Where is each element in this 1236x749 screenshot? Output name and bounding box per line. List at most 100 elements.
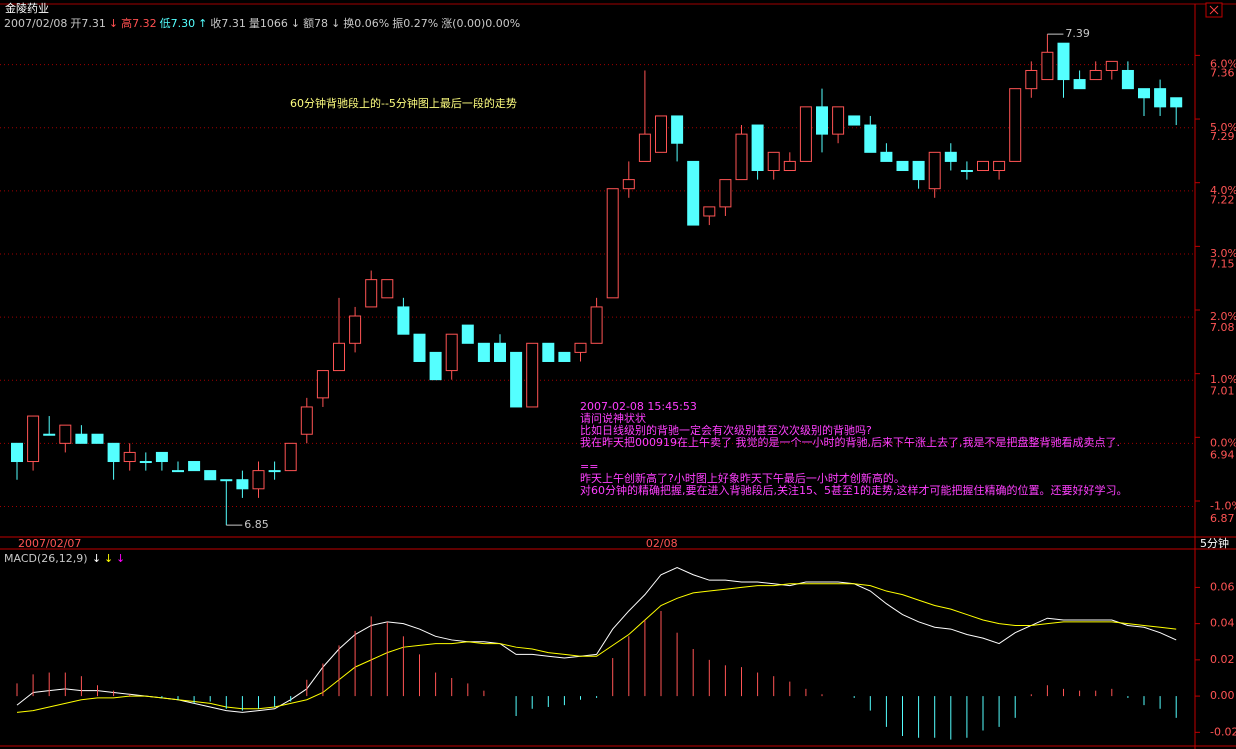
candle-body [960,170,973,173]
candle-body [268,470,281,473]
candle-body [155,451,168,463]
candle-body [606,188,619,299]
candle-body [1138,88,1150,99]
candle-body [510,351,523,408]
info-item: 量1066 [248,17,288,30]
candle-body [1105,60,1118,71]
candle-body [1057,42,1070,81]
candle-body [413,333,426,362]
info-item: 2007/02/08 [4,17,68,30]
candle-body [316,370,329,399]
candle-body [848,115,861,126]
candle-body [477,342,490,362]
y2-tick-label: 3.0% [1210,247,1236,260]
candle-body [896,160,909,172]
comment-line: 我在昨天把000919在上午卖了 我觉的是一个一小时的背驰,后来下午涨上去了,我… [580,435,1120,449]
candle-body [944,151,957,162]
close-button[interactable] [1205,2,1223,18]
candle-body [590,306,603,344]
y-tick-label: 7.22 [1210,194,1235,207]
candle-body [236,479,249,490]
candle-body [912,160,925,181]
comment-line: 请问说神状状 [580,411,646,425]
y-tick-label: -0.02 [1210,725,1236,738]
y-tick-label: 7.36 [1210,66,1235,79]
indicator-label: MACD(26,12,9) [4,552,88,565]
x-tick-label: 2007/02/07 [18,537,81,550]
candle-body [558,351,571,362]
info-item: 收7.31 [210,17,246,30]
annotation: 60分钟背驰段上的--5分钟图上最后一段的走势 [290,96,517,110]
candle-body [783,160,796,172]
macd-line [16,566,1177,713]
candle-body [832,106,845,135]
candle-body [655,115,667,153]
candle-body [799,106,812,162]
info-item: 换0.06% [343,17,390,30]
candle-body [622,179,635,190]
candle-body [735,133,748,181]
y-tick-label: 7.08 [1210,321,1235,334]
candle-body [767,151,780,172]
candle-body [381,279,394,299]
macd-line [16,583,1177,713]
y2-tick-label: 5.0% [1210,121,1236,134]
stock-name: 金陵药业 [5,1,49,15]
candle-body [719,179,732,208]
info-item: ↓ [108,17,119,30]
candle-body [880,151,893,162]
legend-symbol: ↓ [104,552,113,565]
extreme-label: 6.85 [244,518,268,531]
candle-body [864,124,877,153]
candle-body [349,315,362,344]
info-item: ↓ [331,17,341,30]
info-item: 低7.30 [159,17,196,30]
candle-body [59,424,72,444]
info-item: 涨(0.00)0.00% [441,17,521,30]
candle-body [397,306,410,335]
comment-line: 对60分钟的精确把握,要在进入背驰段后,关注15、5甚至1的走势,这样才可能把握… [580,483,1127,497]
y-tick-label: 6.87 [1210,512,1235,525]
candle-body [928,151,941,190]
y-tick-label: 0.00 [1210,689,1235,702]
candle-body [252,470,265,490]
period: 5分钟 [1200,536,1229,550]
comment-line: == [580,460,598,473]
candle-body [494,342,506,362]
candle-body [204,470,217,481]
y-tick-label: 0.02 [1210,653,1235,666]
candle-body [1041,51,1054,81]
candle-body [993,160,1006,172]
info-item: ↓ [290,17,301,30]
candle-body [461,324,474,344]
candle-body [75,433,88,444]
candle-body [172,470,184,473]
y2-tick-label: 6.0% [1210,58,1236,71]
candle-body [123,451,136,463]
candle-body [365,279,378,308]
info-bar: 2007/02/08 开7.31 ↓ 高7.32 低7.30 ↑ 收7.31 量1066 ↓ 额7… [4,15,523,31]
candle-body [1170,97,1183,108]
candle-body [43,433,56,436]
candle-body [1121,69,1134,90]
candle-body [284,442,297,472]
candle-body [1089,69,1102,81]
y-tick-label: 7.15 [1210,257,1235,270]
candle-body [27,415,40,463]
candle-body [703,206,716,217]
candle-body [526,342,539,408]
candle-body [574,342,587,353]
candle-body [139,461,152,464]
y2-tick-label: 2.0% [1210,310,1236,323]
info-item: 振0.27% [392,17,439,30]
candle-body [1009,88,1022,162]
info-item: 额78 [303,17,329,30]
info-item: ↑ [198,17,208,30]
candle-body [977,160,989,172]
y2-tick-label: -1.0% [1210,499,1236,512]
x-tick-label: 02/08 [646,537,678,550]
candle-body [542,342,555,362]
y2-tick-label: 4.0% [1210,184,1236,197]
